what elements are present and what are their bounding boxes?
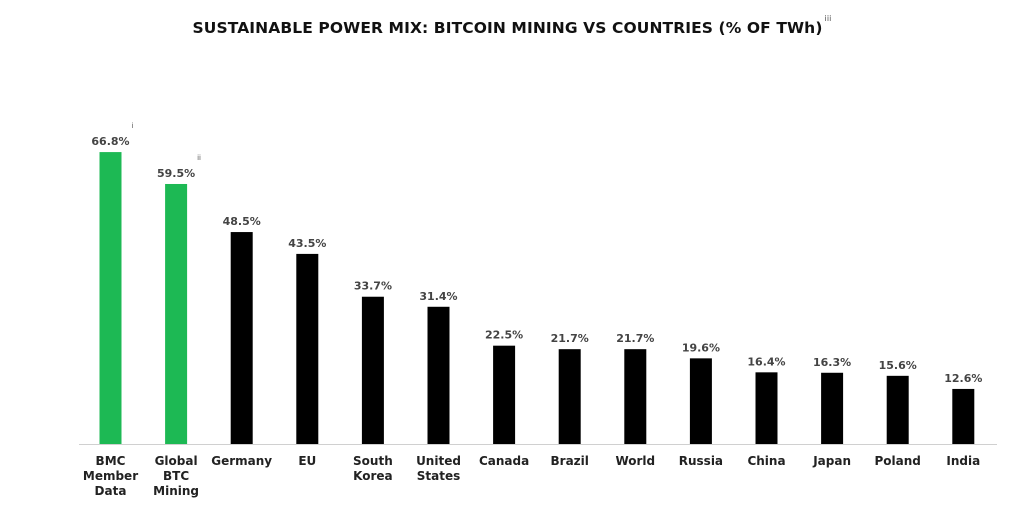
value-label-12: 15.6% bbox=[879, 359, 917, 372]
bar-4 bbox=[361, 296, 384, 444]
category-label-line: BTC bbox=[163, 469, 189, 483]
bar-11 bbox=[821, 372, 844, 444]
category-label-line: China bbox=[747, 454, 785, 468]
category-label-2: Germany bbox=[211, 454, 272, 468]
category-label-10: China bbox=[747, 454, 785, 468]
value-label-3: 43.5% bbox=[288, 237, 326, 250]
bar-5 bbox=[427, 306, 450, 444]
category-label-12: Poland bbox=[875, 454, 921, 468]
value-label-1: 59.5% bbox=[157, 167, 195, 180]
category-label-line: Member bbox=[83, 469, 138, 483]
chart-title: SUSTAINABLE POWER MIX: BITCOIN MINING VS… bbox=[0, 14, 1024, 37]
category-label-8: World bbox=[615, 454, 655, 468]
value-label-11: 16.3% bbox=[813, 356, 851, 369]
category-label-line: Data bbox=[95, 484, 127, 498]
value-label-13: 12.6% bbox=[944, 372, 982, 385]
bar-12 bbox=[886, 375, 909, 444]
category-label-9: Russia bbox=[679, 454, 723, 468]
value-label-8: 21.7% bbox=[616, 332, 654, 345]
category-label-13: India bbox=[946, 454, 980, 468]
category-label-line: States bbox=[417, 469, 461, 483]
category-label-line: EU bbox=[298, 454, 316, 468]
value-label-6: 22.5% bbox=[485, 329, 523, 342]
bar-footnote-0: i bbox=[132, 122, 134, 130]
category-label-5: United States bbox=[416, 454, 461, 483]
category-label-line: Russia bbox=[679, 454, 723, 468]
category-label-line: Mining bbox=[153, 484, 199, 498]
value-label-9: 19.6% bbox=[682, 341, 720, 354]
value-label-4: 33.7% bbox=[354, 280, 392, 293]
bar-footnote-1: ii bbox=[197, 154, 201, 162]
bar-2 bbox=[230, 232, 253, 444]
value-label-2: 48.5% bbox=[223, 215, 261, 228]
category-label-line: Japan bbox=[812, 454, 851, 468]
bar-0 bbox=[99, 152, 122, 445]
category-label-line: Korea bbox=[353, 469, 393, 483]
category-label-line: Germany bbox=[211, 454, 272, 468]
category-label-line: Poland bbox=[875, 454, 921, 468]
chart-title-text: SUSTAINABLE POWER MIX: BITCOIN MINING VS… bbox=[192, 19, 823, 37]
bar-10 bbox=[755, 372, 778, 444]
category-label-line: World bbox=[615, 454, 655, 468]
category-label-1: Global BTC Mining bbox=[153, 454, 199, 498]
category-label-line: Brazil bbox=[551, 454, 589, 468]
category-label-line: BMC bbox=[96, 454, 126, 468]
value-label-10: 16.4% bbox=[747, 355, 785, 368]
category-label-6: Canada bbox=[479, 454, 529, 468]
bar-7 bbox=[558, 349, 581, 444]
value-label-7: 21.7% bbox=[551, 332, 589, 345]
bar-1 bbox=[165, 183, 188, 445]
bar-6 bbox=[493, 345, 516, 444]
category-label-line: Canada bbox=[479, 454, 529, 468]
category-label-line: Global bbox=[155, 454, 198, 468]
category-label-7: Brazil bbox=[551, 454, 589, 468]
bar-13 bbox=[952, 388, 975, 444]
title-footnote: iii bbox=[824, 14, 832, 23]
bar-9 bbox=[689, 358, 712, 444]
category-label-line: United bbox=[416, 454, 461, 468]
category-label-4: South Korea bbox=[353, 454, 393, 483]
category-label-0: BMC Member Data bbox=[83, 454, 138, 498]
value-label-0: 66.8% bbox=[91, 135, 129, 148]
category-label-3: EU bbox=[298, 454, 316, 468]
bar-3 bbox=[296, 253, 319, 444]
category-label-line: India bbox=[946, 454, 980, 468]
bar-8 bbox=[624, 349, 647, 444]
category-label-11: Japan bbox=[812, 454, 851, 468]
category-label-line: South bbox=[353, 454, 393, 468]
value-label-5: 31.4% bbox=[419, 290, 457, 303]
